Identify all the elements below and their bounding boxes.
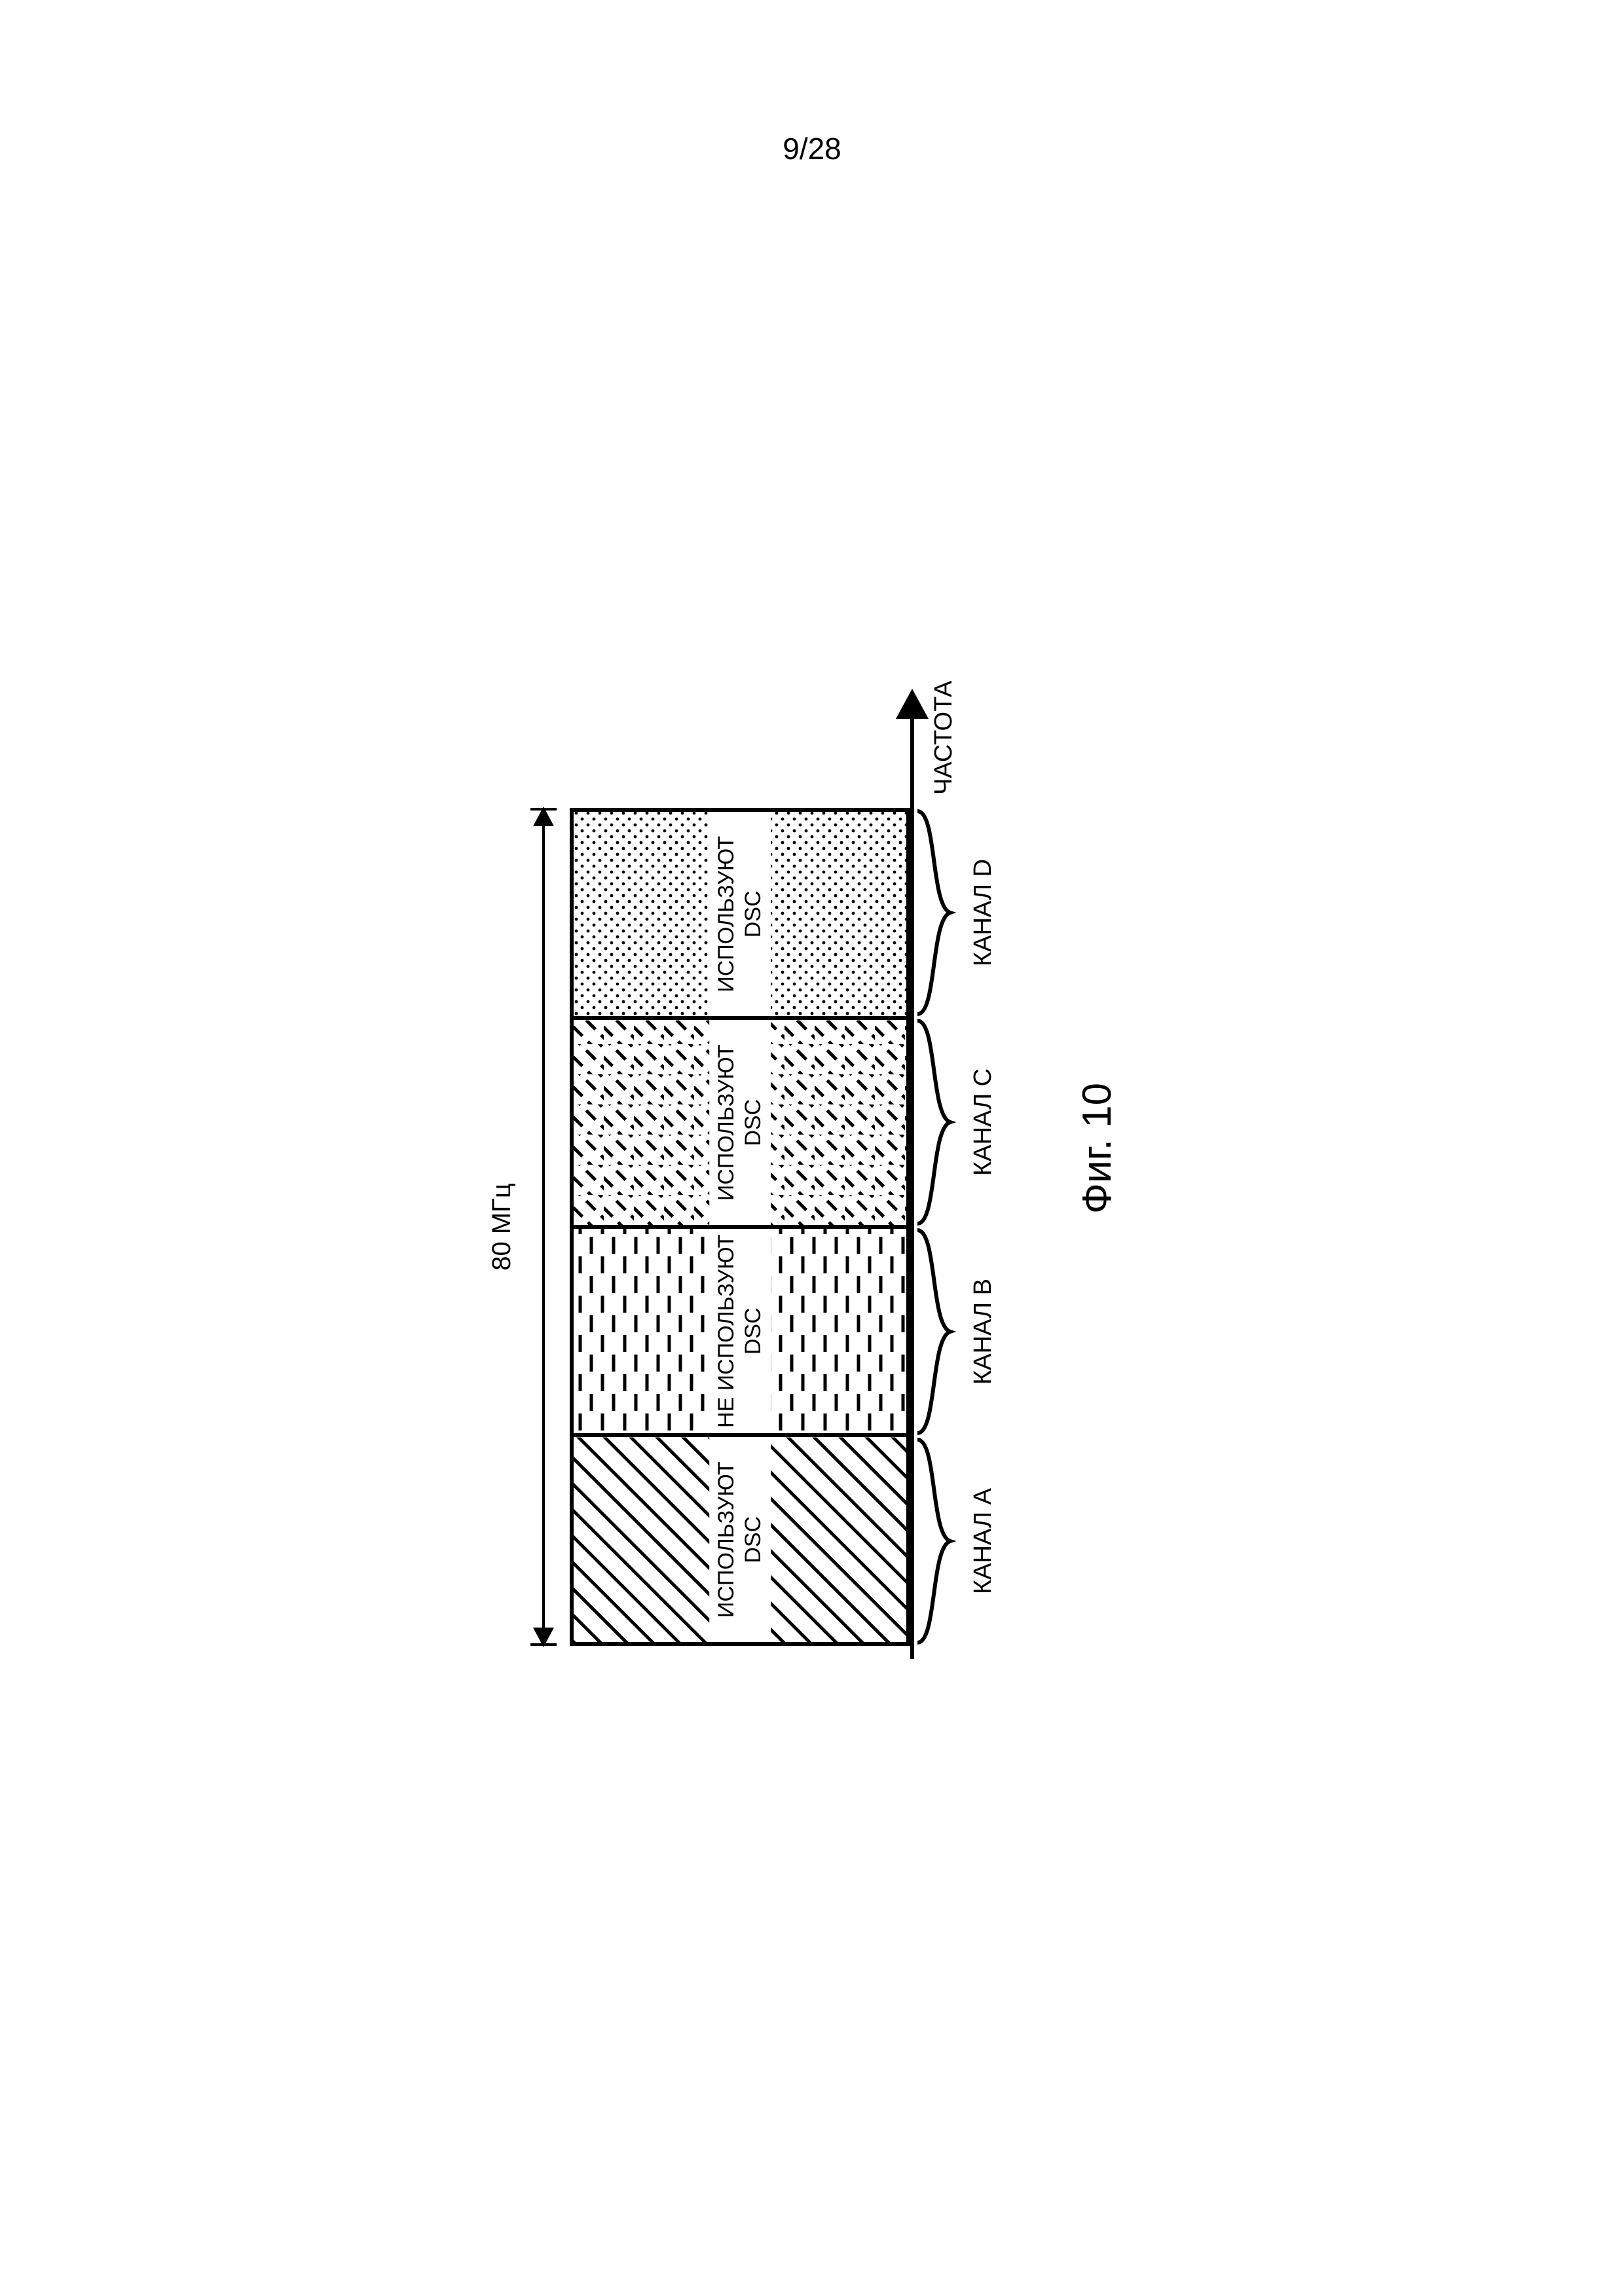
dimension-line (524, 808, 563, 1646)
channel-c-line2: DSC (741, 1099, 766, 1146)
axis-arrow-icon (896, 689, 929, 719)
channel-row: ИСПОЛЬЗУЮТ DSC (570, 808, 910, 1646)
channel-a-line1: ИСПОЛЬЗУЮТ (714, 1461, 739, 1618)
brace-row (914, 808, 967, 1646)
channel-a-name: КАНАЛ A (969, 1436, 1008, 1646)
channel-c-name: КАНАЛ C (969, 1017, 1008, 1227)
page: 9/28 80 МГц (0, 0, 1624, 2296)
channel-d: ИСПОЛЬЗУЮТ DSC (574, 812, 906, 1017)
channel-b-name: КАНАЛ B (969, 1227, 1008, 1436)
brace-c (914, 1017, 967, 1227)
channel-b-line1: НЕ ИСПОЛЬЗУЮТ (714, 1234, 739, 1427)
rotated-stage: 80 МГц (485, 559, 1139, 1738)
channel-c-line1: ИСПОЛЬЗУЮТ (714, 1044, 739, 1201)
brace-b (914, 1227, 967, 1436)
channel-d-text: ИСПОЛЬЗУЮТ DSC (709, 812, 771, 1017)
channel-c-text: ИСПОЛЬЗУЮТ DSC (709, 1020, 771, 1225)
bandwidth-label: 80 МГц (487, 808, 517, 1646)
channel-d-name: КАНАЛ D (969, 808, 1008, 1017)
brace-d (914, 808, 967, 1017)
channel-a: ИСПОЛЬЗУЮТ DSC (574, 1433, 906, 1642)
channel-b: НЕ ИСПОЛЬЗУЮТ DSC (574, 1225, 906, 1434)
figure-caption: Фиг. 10 (1074, 559, 1120, 1738)
channel-c: ИСПОЛЬЗУЮТ DSC (574, 1016, 906, 1225)
channel-d-line2: DSC (741, 890, 766, 938)
page-number: 9/28 (0, 131, 1624, 166)
channel-b-text: НЕ ИСПОЛЬЗУЮТ DSC (709, 1229, 771, 1434)
channel-b-line2: DSC (741, 1307, 766, 1355)
channel-d-line1: ИСПОЛЬЗУЮТ (714, 835, 739, 992)
diagram: 80 МГц (485, 559, 1139, 1738)
channel-name-row: КАНАЛ A КАНАЛ B КАНАЛ C КАНАЛ D (969, 808, 1008, 1646)
brace-a (914, 1436, 967, 1646)
channel-a-text: ИСПОЛЬЗУЮТ DSC (709, 1437, 771, 1642)
channel-a-line2: DSC (741, 1516, 766, 1563)
axis-label: ЧАСТОТА (930, 680, 958, 794)
